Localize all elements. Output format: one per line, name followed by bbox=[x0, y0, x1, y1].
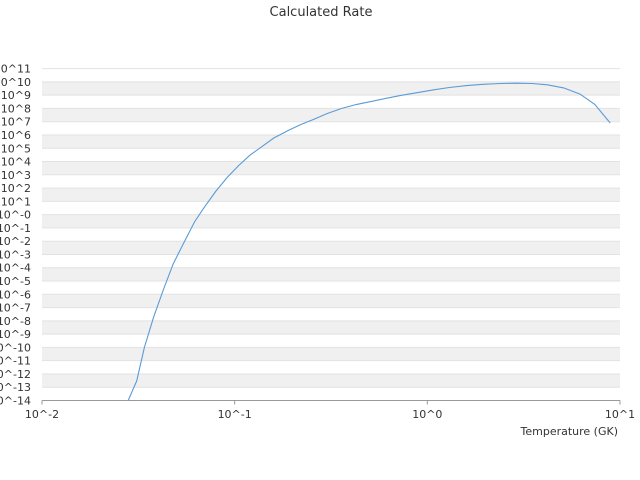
y-tick-label: 10^5 bbox=[1, 142, 31, 155]
y-tick-label: 10^-7 bbox=[0, 302, 31, 315]
series-line bbox=[127, 82, 611, 401]
y-tick-label: 10^-2 bbox=[0, 235, 31, 248]
grid-band bbox=[42, 267, 620, 282]
y-tick-label: 10^8 bbox=[1, 102, 31, 115]
y-ticks: 10^-1410^-1310^-1210^-1110^-1010^-910^-8… bbox=[0, 63, 31, 408]
grid-band bbox=[42, 241, 620, 255]
y-tick-label: 10^-6 bbox=[0, 288, 31, 301]
grid-band bbox=[42, 387, 620, 401]
grid-band bbox=[42, 307, 620, 321]
grid-band bbox=[42, 360, 620, 374]
grid-band bbox=[42, 68, 620, 82]
y-tick-label: 10^1 bbox=[1, 195, 31, 208]
grid-band bbox=[42, 121, 620, 135]
grid-band bbox=[42, 214, 620, 228]
chart-title: Calculated Rate bbox=[270, 5, 373, 20]
x-tick-label: 10^-2 bbox=[25, 408, 59, 421]
y-tick-label: 10^4 bbox=[1, 156, 31, 169]
y-tick-label: 10^11 bbox=[0, 63, 31, 76]
grid-band bbox=[42, 320, 620, 335]
y-tick-label: 10^-4 bbox=[0, 262, 31, 275]
y-tick-label: 10^-9 bbox=[0, 328, 31, 341]
y-tick-label: 10^7 bbox=[1, 116, 31, 129]
grid-band bbox=[42, 174, 620, 189]
y-tick-label: 10^-13 bbox=[0, 381, 31, 394]
x-tick-label: 10^1 bbox=[605, 408, 635, 421]
grid-band bbox=[42, 227, 620, 242]
y-tick-label: 10^10 bbox=[0, 76, 31, 89]
x-tick-label: 10^0 bbox=[412, 408, 442, 421]
grid-band bbox=[42, 108, 620, 122]
y-tick-label: 10^-14 bbox=[0, 395, 31, 408]
grid-band bbox=[42, 188, 620, 202]
grid-band bbox=[42, 373, 620, 388]
x-tick-label: 10^-1 bbox=[218, 408, 252, 421]
grid-band bbox=[42, 95, 620, 109]
y-tick-label: 10^-3 bbox=[0, 248, 31, 261]
grid-band bbox=[42, 294, 620, 308]
y-tick-label: 10^6 bbox=[1, 129, 31, 142]
x-axis-label: Temperature (GK) bbox=[520, 425, 619, 438]
grid-band bbox=[42, 254, 620, 268]
grid-band bbox=[42, 148, 620, 162]
grid-band bbox=[42, 347, 620, 361]
y-tick-label: 10^-0 bbox=[0, 209, 31, 222]
y-tick-label: 10^2 bbox=[1, 182, 31, 195]
y-tick-label: 10^-11 bbox=[0, 355, 31, 368]
y-tick-label: 10^-12 bbox=[0, 368, 31, 381]
y-tick-label: 10^-10 bbox=[0, 341, 31, 354]
grid-band bbox=[42, 334, 620, 348]
grid-band bbox=[42, 134, 620, 149]
grid-band bbox=[42, 281, 620, 295]
y-tick-label: 10^-5 bbox=[0, 275, 31, 288]
series-lines bbox=[127, 82, 611, 401]
y-tick-label: 10^-8 bbox=[0, 315, 31, 328]
grid-band bbox=[42, 161, 620, 175]
grid-bands bbox=[42, 68, 620, 401]
grid-band bbox=[42, 201, 620, 215]
y-tick-label: 10^9 bbox=[1, 89, 31, 102]
y-tick-label: 10^-1 bbox=[0, 222, 31, 235]
x-ticks: 10^-2 10^-1 10^0 10^1 bbox=[25, 400, 635, 421]
y-tick-label: 10^3 bbox=[1, 169, 31, 182]
